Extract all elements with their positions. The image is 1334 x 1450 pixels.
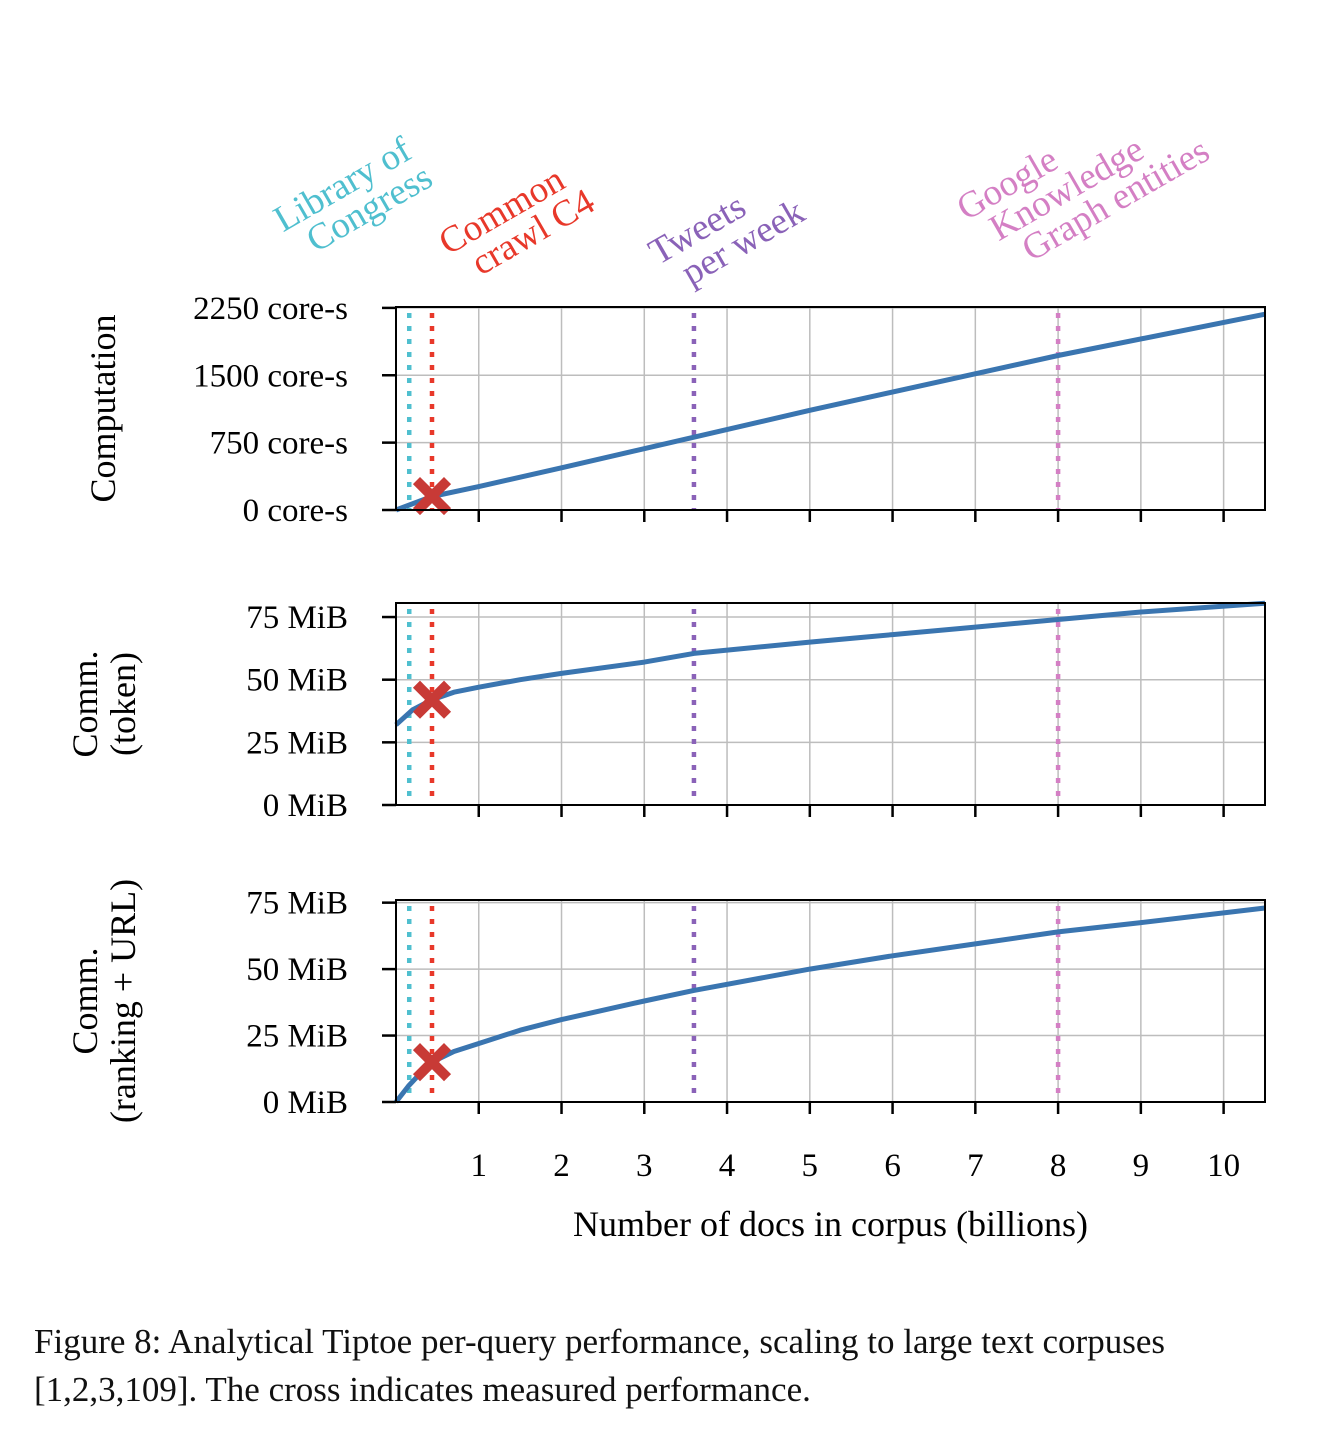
y-tick-label: 0 core-s: [243, 493, 348, 529]
x-tick-label: 3: [636, 1148, 653, 1184]
y-tick-label: 25 MiB: [246, 1019, 348, 1055]
y-tick-label: 750 core-s: [210, 426, 348, 462]
series-line: [394, 600, 1266, 727]
x-tick-label: 5: [802, 1148, 819, 1184]
y-tick-label: 0 MiB: [263, 1085, 348, 1121]
y-axis-label-line: (ranking + URL): [103, 879, 143, 1123]
x-tick-label: 10: [1207, 1148, 1240, 1184]
y-tick-label: 75 MiB: [246, 886, 348, 922]
x-tick-label: 1: [471, 1148, 488, 1184]
x-tick-label: 4: [719, 1148, 736, 1184]
y-axis-label-line: Comm.: [65, 650, 105, 757]
x-tick-label: 9: [1133, 1148, 1150, 1184]
reference-label-2: Tweetsper week: [642, 161, 812, 302]
x-tick-label: 6: [884, 1148, 901, 1184]
x-tick-label: 8: [1050, 1148, 1067, 1184]
measured-cross-marker: [412, 680, 452, 719]
y-tick-label: 2250 core-s: [193, 291, 348, 327]
reference-label-0: Library ofCongress: [267, 127, 439, 270]
panel-3: 0 MiB 25 MiB 50 MiB 75 MiB Comm.(ranking + U…: [65, 879, 1266, 1244]
panel-1: 0 core-s 750 core-s 1500 core-s 2250 core-s…: [83, 291, 1266, 529]
measured-cross-marker: [412, 1043, 452, 1082]
axes-frame: [395, 602, 1266, 806]
reference-label-1: Commoncrawl C4: [432, 152, 602, 293]
y-axis-label-line: Comm.: [65, 947, 105, 1054]
y-tick-label: 50 MiB: [246, 952, 348, 988]
y-axis-label: Comm.(token): [65, 650, 143, 757]
panel-2: 0 MiB 25 MiB 50 MiB 75 MiB Comm.(token): [65, 600, 1266, 824]
y-tick-label: 1500 core-s: [193, 358, 348, 394]
axes-frame: [395, 899, 1266, 1103]
x-axis-label: Number of docs in corpus (billions): [573, 1204, 1088, 1244]
y-axis-label: Computation: [83, 315, 123, 503]
x-tick-label: 7: [967, 1148, 984, 1184]
y-axis-label-line: (token): [103, 652, 143, 756]
y-tick-label: 25 MiB: [246, 725, 348, 761]
y-tick-label: 0 MiB: [263, 788, 348, 824]
measured-cross-marker: [412, 477, 452, 516]
axes-frame: [395, 306, 1266, 511]
y-tick-label: 75 MiB: [246, 600, 348, 636]
y-tick-label: 50 MiB: [246, 663, 348, 699]
figure-caption: Figure 8: Analytical Tiptoe per-query pe…: [34, 1322, 1165, 1409]
series-line: [394, 905, 1266, 1104]
reference-label-3: GoogleKnowledgeGraph entities: [950, 71, 1216, 288]
y-axis-label: Comm.(ranking + URL): [65, 879, 143, 1123]
x-tick-label: 2: [553, 1148, 570, 1184]
y-axis-label-line: Computation: [83, 315, 123, 503]
figure-chart: 0 core-s 750 core-s 1500 core-s 2250 core-s…: [65, 71, 1266, 1244]
series-line: [395, 311, 1266, 513]
